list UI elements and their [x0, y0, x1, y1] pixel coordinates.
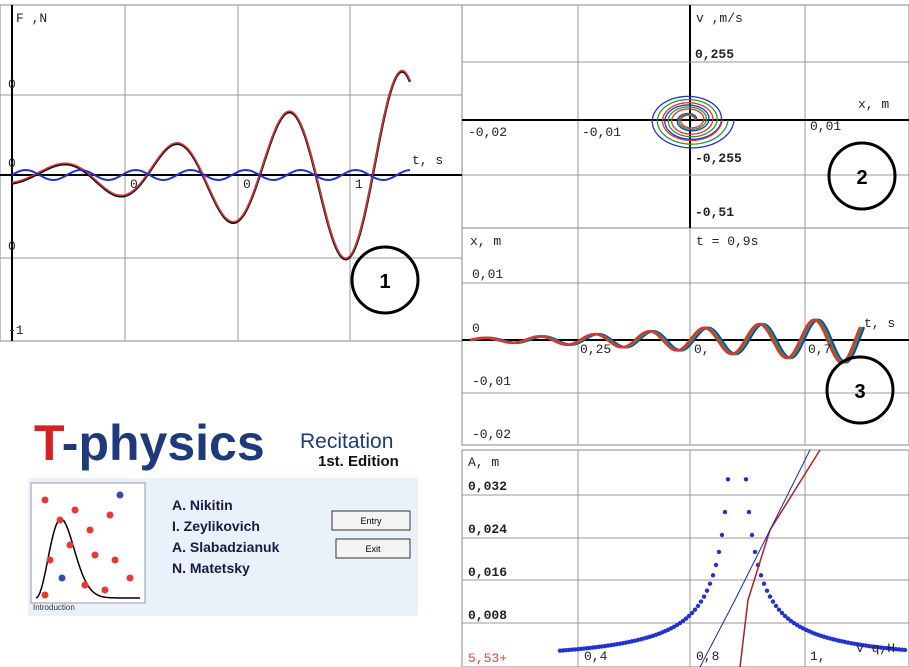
y-label: x, m [470, 234, 501, 249]
resonance-dot [747, 510, 751, 514]
author: A. Nikitin [172, 497, 233, 513]
author: A. Slabadzianuk [172, 539, 280, 555]
resonance-dot [717, 550, 721, 554]
edition: 1st. Edition [318, 453, 399, 470]
x-tick: -0,01 [582, 125, 621, 140]
exit-button-label[interactable]: Exit [365, 544, 381, 554]
y-label: F ,N [16, 11, 47, 26]
entry-button-label[interactable]: Entry [360, 516, 382, 526]
x-tick: -0,02 [468, 125, 507, 140]
resonance-dot [744, 477, 748, 481]
recitation: Recitation [300, 430, 393, 453]
y-tick: -1 [8, 323, 24, 338]
badge-label: 1 [379, 271, 390, 293]
y-tick: 0,024 [468, 522, 507, 537]
x-tick: 0 [243, 177, 251, 192]
x-tick: 1 [355, 177, 363, 192]
particle [92, 552, 99, 559]
particle [59, 575, 66, 582]
author: N. Matetsky [172, 560, 250, 576]
resonance-dot [777, 607, 781, 611]
title-t: T [34, 415, 64, 471]
x-tick: 0,7 [808, 342, 831, 357]
resonance-dot [720, 533, 724, 537]
y-tick: 0 [8, 156, 16, 171]
resonance-dot [702, 594, 706, 598]
x-tick: 0,01 [810, 119, 841, 134]
particle [57, 517, 64, 524]
resonance-dot [750, 533, 754, 537]
particle [42, 497, 49, 504]
x-tick: 1, [810, 649, 826, 664]
amplitude-panel [462, 450, 909, 667]
corner-value: 5,53+ [468, 651, 507, 666]
resonance-dot [762, 582, 766, 586]
resonance-dot [711, 573, 715, 577]
resonance-dot [753, 550, 757, 554]
particle [107, 512, 114, 519]
position-panel [462, 228, 909, 445]
particle [87, 527, 94, 534]
y-tick: 0,01 [472, 267, 503, 282]
particle [42, 592, 49, 599]
particle [127, 575, 134, 582]
resonance-dot [768, 594, 772, 598]
resonance-dot [771, 599, 775, 603]
resonance-dot [690, 611, 694, 615]
resonance-dot [759, 573, 763, 577]
x-tick: 0,8 [696, 649, 719, 664]
y-tick: 0,008 [468, 608, 507, 623]
resonance-dot [723, 510, 727, 514]
x-label: v q,H [856, 641, 895, 656]
x-label: t, s [412, 153, 443, 168]
resonance-dot [705, 589, 709, 593]
y-tick: 0 [8, 239, 16, 254]
particle [102, 587, 109, 594]
y-tick: -0,51 [695, 205, 734, 220]
y-tick: -0,02 [472, 427, 511, 442]
splash-title: T-physics [34, 415, 265, 471]
y-tick: 0,032 [468, 479, 507, 494]
x-label: t, s [864, 316, 895, 331]
y-tick: 0,255 [695, 47, 734, 62]
thumbnail-caption: Introduction [33, 603, 75, 612]
screenshot: F ,N t, s 0 0 0 -1 0 0 1 1 v ,m/s x, m 0… [0, 0, 909, 667]
particle [117, 492, 124, 499]
resonance-dot [903, 648, 907, 652]
resonance-dot [714, 563, 718, 567]
y-tick: -0,255 [695, 151, 742, 166]
title-rest: -physics [62, 415, 265, 471]
particle [112, 557, 119, 564]
y-label: A, m [468, 455, 499, 470]
badge-label: 2 [856, 167, 867, 189]
x-label: x, m [858, 97, 889, 112]
time-label: t = 0,9s [696, 234, 758, 249]
resonance-dot [696, 604, 700, 608]
y-tick: 0 [8, 77, 16, 92]
y-tick: -0,01 [472, 374, 511, 389]
y-tick: 0,016 [468, 565, 507, 580]
y-label: v ,m/s [696, 11, 743, 26]
particle [67, 542, 74, 549]
author: I. Zeylikovich [172, 518, 260, 534]
resonance-dot [708, 582, 712, 586]
resonance-dot [693, 607, 697, 611]
particle [82, 582, 89, 589]
particle [47, 557, 54, 564]
badge-label: 3 [854, 381, 865, 403]
x-tick: 0,4 [584, 649, 608, 664]
y-tick: 0 [472, 321, 480, 336]
x-tick: 0,25 [580, 342, 611, 357]
resonance-dot [699, 599, 703, 603]
x-tick: 0, [694, 342, 710, 357]
phase-panel [462, 5, 909, 228]
x-tick: 0 [130, 177, 138, 192]
particle [72, 507, 79, 514]
resonance-dot [765, 589, 769, 593]
resonance-dot [726, 477, 730, 481]
resonance-dot [774, 604, 778, 608]
